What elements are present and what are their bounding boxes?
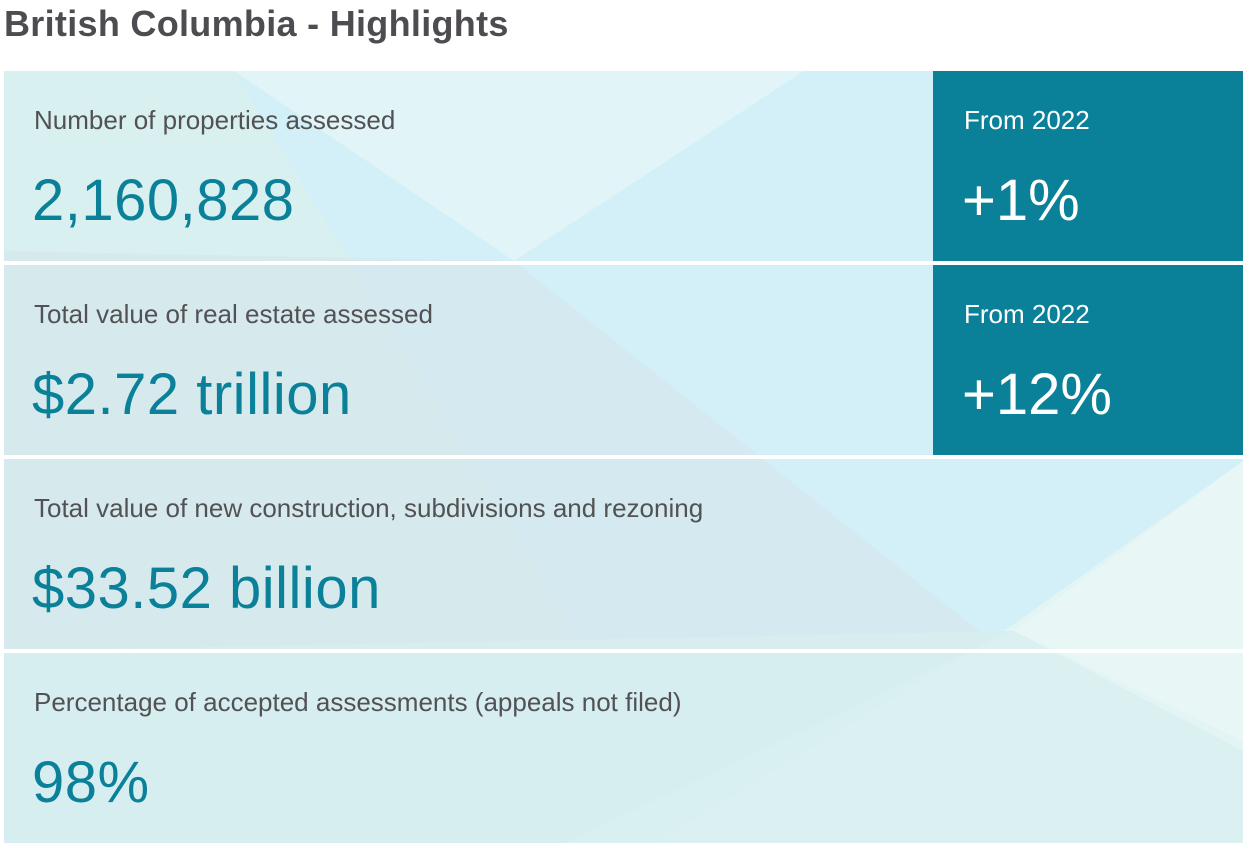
highlight-row-properties: Number of properties assessed 2,160,828 … bbox=[4, 71, 1243, 261]
row-divider bbox=[4, 455, 1243, 459]
change-badge: From 2022 +12% bbox=[933, 265, 1243, 455]
change-badge-label: From 2022 bbox=[964, 105, 1090, 135]
row-divider bbox=[4, 261, 1243, 265]
page-title: British Columbia - Highlights bbox=[4, 3, 509, 44]
highlight-value: 98% bbox=[32, 750, 150, 815]
change-badge-label: From 2022 bbox=[964, 299, 1090, 329]
highlight-row-accepted-assessments: Percentage of accepted assessments (appe… bbox=[4, 653, 1243, 843]
change-badge-value: +1% bbox=[962, 168, 1080, 233]
highlight-label: Number of properties assessed bbox=[34, 105, 396, 135]
change-badge-value: +12% bbox=[962, 362, 1112, 427]
highlight-value: 2,160,828 bbox=[32, 168, 295, 233]
highlight-row-new-construction: Total value of new construction, subdivi… bbox=[4, 459, 1243, 649]
highlight-row-total-value: Total value of real estate assessed $2.7… bbox=[4, 265, 1243, 455]
highlight-value: $33.52 billion bbox=[32, 556, 381, 621]
change-badge: From 2022 +1% bbox=[933, 71, 1243, 261]
highlights-panel: Number of properties assessed 2,160,828 … bbox=[4, 71, 1243, 843]
highlight-label: Percentage of accepted assessments (appe… bbox=[34, 687, 682, 717]
highlight-label: Total value of new construction, subdivi… bbox=[34, 493, 704, 523]
row-divider bbox=[4, 649, 1243, 653]
highlight-label: Total value of real estate assessed bbox=[34, 299, 433, 329]
highlight-value: $2.72 trillion bbox=[32, 362, 352, 427]
